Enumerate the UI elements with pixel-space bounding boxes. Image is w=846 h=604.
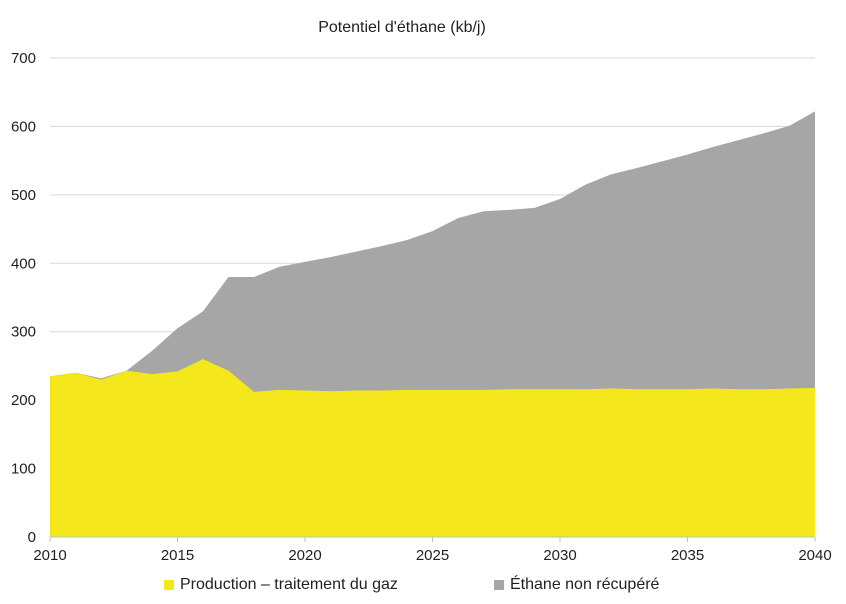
y-tick-label-400: 400 bbox=[11, 255, 36, 272]
x-tick-label-2040: 2040 bbox=[798, 547, 831, 564]
legend-swatch-production bbox=[164, 580, 174, 590]
legend-item-production: Production – traitement du gaz bbox=[164, 576, 398, 594]
legend-label-ethane: Éthane non récupéré bbox=[510, 576, 660, 593]
x-tick-label-2030: 2030 bbox=[543, 547, 576, 564]
x-tick-labels: 2010 2015 2020 2025 2030 2035 2040 bbox=[33, 547, 831, 564]
legend-label-production: Production – traitement du gaz bbox=[180, 576, 398, 593]
y-tick-label-200: 200 bbox=[11, 392, 36, 409]
plot-areas bbox=[50, 111, 815, 538]
y-tick-label-300: 300 bbox=[11, 324, 36, 341]
y-tick-label-0: 0 bbox=[28, 529, 36, 546]
legend-swatch-ethane bbox=[494, 580, 504, 590]
x-tick-label-2020: 2020 bbox=[288, 547, 321, 564]
x-tick-label-2010: 2010 bbox=[33, 547, 66, 564]
y-tick-label-600: 600 bbox=[11, 118, 36, 135]
axes bbox=[49, 536, 816, 542]
area-production-traitement bbox=[50, 359, 815, 537]
y-tick-label-500: 500 bbox=[11, 187, 36, 204]
chart-title: Potentiel d'éthane (kb/j) bbox=[318, 19, 486, 36]
legend-item-ethane: Éthane non récupéré bbox=[494, 576, 659, 594]
x-tick-label-2025: 2025 bbox=[416, 547, 449, 564]
y-tick-labels: 0 100 200 300 400 500 600 700 bbox=[11, 50, 36, 546]
x-tick-label-2015: 2015 bbox=[161, 547, 194, 564]
x-tick-label-2035: 2035 bbox=[671, 547, 704, 564]
y-tick-label-100: 100 bbox=[11, 461, 36, 478]
legend: Production – traitement du gaz Éthane no… bbox=[0, 576, 846, 600]
y-tick-label-700: 700 bbox=[11, 50, 36, 67]
